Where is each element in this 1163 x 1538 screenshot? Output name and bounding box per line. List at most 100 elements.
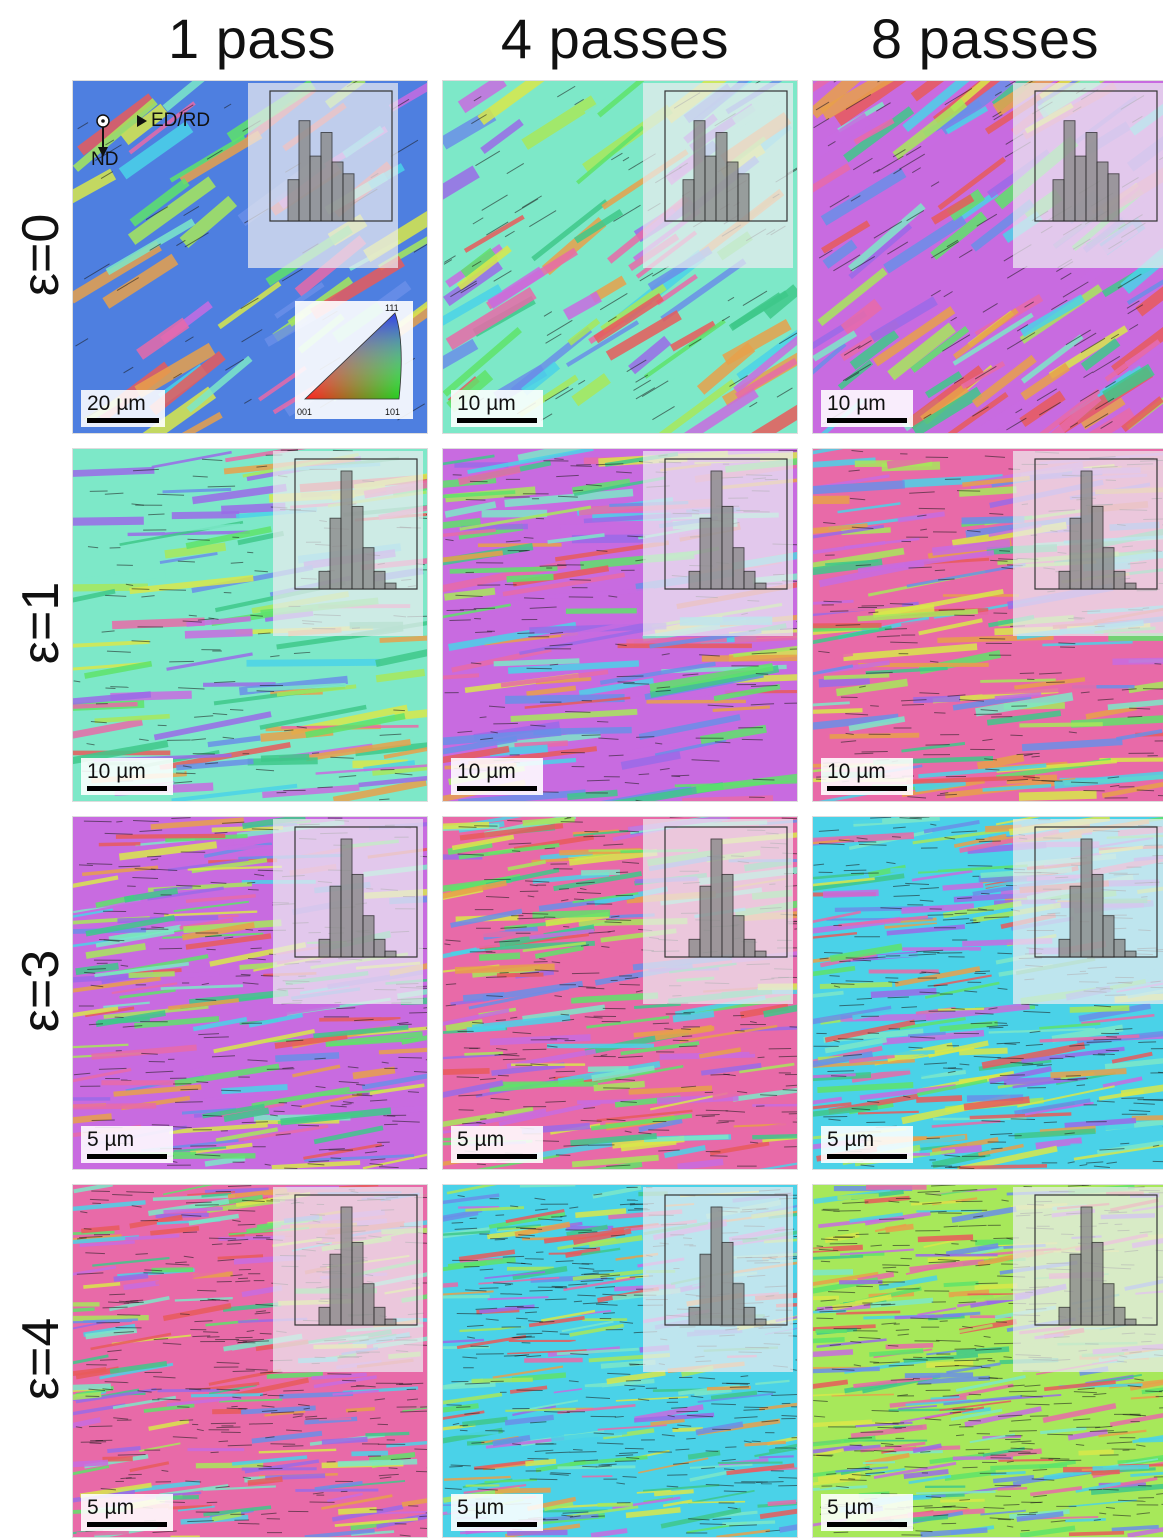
scale-bar-label: 5 µm (827, 1496, 907, 1520)
ebsd-map-panel: 10 µm (72, 448, 428, 802)
histogram-bar (319, 939, 330, 957)
scale-bar-line (87, 1154, 167, 1159)
ebsd-map-panel: 5 µm (812, 1184, 1163, 1538)
histogram-bar (1059, 571, 1070, 589)
histogram-bar (363, 916, 374, 957)
histogram-bar (332, 162, 343, 221)
histogram-bar (319, 1307, 330, 1325)
histogram-bar (374, 939, 385, 957)
column-title: 4 passes (435, 6, 795, 71)
histogram-bar (689, 1307, 700, 1325)
histogram-bar (363, 548, 374, 589)
ebsd-map-panel: 10 µm (442, 80, 798, 434)
histogram-bar (1070, 886, 1081, 957)
histogram-bar (385, 583, 396, 589)
scale-bar-label: 10 µm (457, 392, 537, 416)
ebsd-map-panel: 10 µm (442, 448, 798, 802)
scale-bar-line (87, 786, 167, 791)
histogram-bar (330, 886, 341, 957)
row-label: ε=0 (0, 225, 64, 285)
histogram-bar (727, 162, 738, 221)
histogram-bar (733, 1284, 744, 1325)
histogram-bar (363, 1284, 374, 1325)
histogram-bar (1059, 1307, 1070, 1325)
histogram-bar (1114, 571, 1125, 589)
histogram-bar (352, 1242, 363, 1325)
row-label-text: ε=0 (11, 214, 71, 296)
histogram-bar (299, 121, 310, 221)
scale-bar: 10 µm (451, 390, 543, 427)
histogram-bar (744, 939, 755, 957)
grain-size-histogram-inset (643, 1187, 793, 1372)
histogram-bar (1103, 916, 1114, 957)
histogram-bar (352, 506, 363, 589)
histogram-bar (683, 180, 694, 221)
ebsd-map-panel: 5 µm (442, 816, 798, 1170)
histogram-bar (755, 583, 766, 589)
scale-bar: 5 µm (81, 1126, 173, 1163)
histogram-bar (374, 1307, 385, 1325)
column-title: 8 passes (805, 6, 1163, 71)
histogram-bar (1092, 874, 1103, 957)
histogram-bar (1092, 506, 1103, 589)
histogram-bar (1059, 939, 1070, 957)
histogram-bar (722, 1242, 733, 1325)
histogram-bar (733, 548, 744, 589)
histogram-bar (374, 571, 385, 589)
scale-bar: 5 µm (451, 1126, 543, 1163)
scale-bar: 5 µm (821, 1494, 913, 1531)
grain-size-histogram-inset (248, 83, 398, 268)
scale-bar: 10 µm (451, 758, 543, 795)
histogram-bar (1097, 162, 1108, 221)
scale-bar-label: 10 µm (827, 392, 907, 416)
scale-bar-label: 20 µm (87, 392, 159, 416)
scale-bar-label: 10 µm (457, 760, 537, 784)
grain-size-histogram-inset (1013, 83, 1163, 268)
histogram-bar (711, 471, 722, 589)
histogram-bar (352, 874, 363, 957)
row-label: ε=1 (0, 593, 64, 653)
scale-bar: 5 µm (81, 1494, 173, 1531)
nd-axis-label: ND (91, 149, 118, 171)
scale-bar-label: 5 µm (457, 1496, 537, 1520)
scale-bar-line (457, 1522, 537, 1527)
histogram-bar (343, 174, 354, 221)
row-label-text: ε=3 (11, 950, 71, 1032)
histogram-bar (1081, 471, 1092, 589)
grain-size-histogram-inset (273, 819, 423, 1004)
histogram-bar (1053, 180, 1064, 221)
histogram-bar (733, 916, 744, 957)
row-label: ε=3 (0, 961, 64, 1021)
histogram-bar (755, 951, 766, 957)
rd-axis-label: ED/RD (151, 110, 210, 132)
scale-bar-label: 10 µm (827, 760, 907, 784)
scale-bar: 10 µm (821, 758, 913, 795)
scale-bar-label: 10 µm (87, 760, 167, 784)
histogram-bar (385, 951, 396, 957)
histogram-bar (700, 1254, 711, 1325)
grain-size-histogram-inset (643, 83, 793, 268)
ebsd-map-panel: 5 µm (442, 1184, 798, 1538)
scale-bar: 5 µm (451, 1494, 543, 1531)
scale-bar-line (827, 418, 907, 423)
histogram-bar (341, 839, 352, 957)
histogram-bar (1114, 1307, 1125, 1325)
scale-bar-line (457, 786, 537, 791)
histogram-bar (744, 1307, 755, 1325)
scale-bar: 10 µm (821, 390, 913, 427)
histogram-bar (1070, 1254, 1081, 1325)
ipf-101-label: 101 (385, 407, 400, 417)
histogram-bar (330, 518, 341, 589)
histogram-bar (711, 1207, 722, 1325)
scale-bar-line (87, 418, 159, 423)
histogram-bar (700, 886, 711, 957)
histogram-bar (705, 156, 716, 221)
grain-size-histogram-inset (273, 451, 423, 636)
histogram-bar (694, 121, 705, 221)
grain-size-histogram-inset (1013, 451, 1163, 636)
histogram-bar (722, 506, 733, 589)
grain-size-histogram-inset (1013, 1187, 1163, 1372)
scale-bar-line (87, 1522, 167, 1527)
